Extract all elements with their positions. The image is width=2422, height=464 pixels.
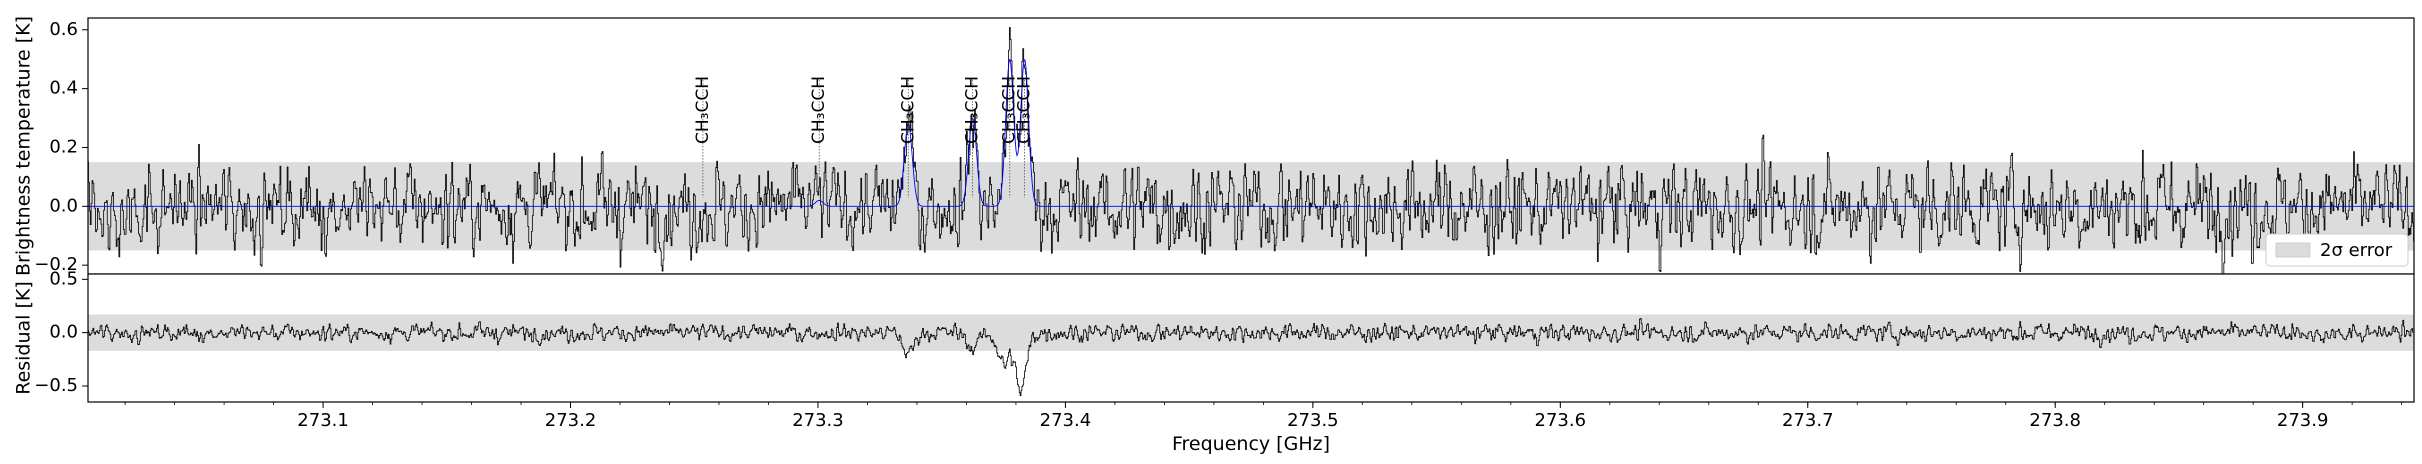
residual-y-axis-label: Residual [K] [13, 281, 35, 395]
y-tick-label: −0.5 [34, 375, 78, 396]
legend: 2σ error [2265, 233, 2409, 267]
y-tick-label: −0.2 [34, 254, 78, 275]
x-tick-label: 273.4 [1040, 410, 1092, 431]
x-tick-label: 273.1 [297, 410, 349, 431]
y-tick-label: 0.0 [49, 322, 78, 343]
molecule-label: CH₃CCH [1000, 76, 1020, 144]
y-tick-label: 0.2 [49, 136, 78, 157]
molecule-label: CH₃CCH [898, 76, 918, 144]
x-tick-label: 273.9 [2277, 410, 2329, 431]
spectrum-y-axis-label: Brightness temperature [K] [13, 16, 35, 276]
legend-label: 2σ error [2320, 240, 2393, 261]
molecule-label: CH₃CCH [693, 76, 713, 144]
x-tick-label: 273.3 [792, 410, 844, 431]
y-tick-label: 0.6 [49, 19, 78, 40]
x-tick-label: 273.7 [1782, 410, 1834, 431]
y-tick-label: 0.4 [49, 78, 78, 99]
observed-spectrum-line [88, 27, 2414, 274]
y-tick-label: 0.0 [49, 195, 78, 216]
x-tick-label: 273.8 [2029, 410, 2081, 431]
legend-swatch [2275, 242, 2311, 258]
x-tick-label: 273.6 [1535, 410, 1587, 431]
x-tick-label: 273.5 [1287, 410, 1339, 431]
molecule-label: CH₃CCH [809, 76, 829, 144]
y-tick-label: 0.5 [49, 268, 78, 289]
residual-error-band [88, 314, 2414, 351]
model-spectrum-line [88, 58, 2414, 207]
residual-panel: −0.5 0.0 0.5 273.1 273.2 273.3 273.4 273.5 273.… [13, 268, 2415, 431]
x-tick-label: 273.2 [545, 410, 597, 431]
molecule-label: CH₃CCH [963, 76, 983, 144]
residual-line [88, 318, 2414, 397]
molecule-label: CH₃CCH [1015, 76, 1035, 144]
x-axis-label: Frequency [GHz] [1172, 433, 1330, 455]
